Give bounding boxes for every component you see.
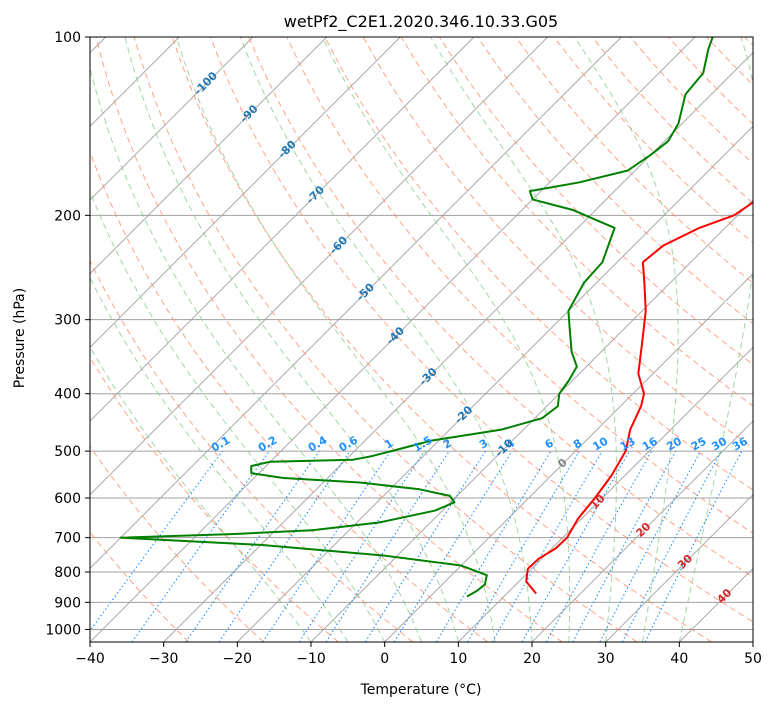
- chart-title: wetPf2_C2E1.2020.346.10.33.G05: [284, 12, 558, 32]
- mixing-ratio-line: [522, 451, 629, 642]
- y-tick-label: 600: [54, 491, 81, 507]
- y-tick-label: 900: [54, 595, 81, 611]
- isotherm-label: -90: [237, 102, 260, 125]
- moist-adiabat: [322, 37, 569, 642]
- y-tick-label: 300: [54, 313, 81, 329]
- moist-adiabat: [0, 37, 311, 642]
- isotherm-label: -100: [191, 69, 220, 98]
- dry-adiabat: [0, 37, 189, 642]
- mixing-ratio-line: [436, 451, 550, 642]
- y-axis-label: Pressure (hPa): [12, 288, 28, 388]
- x-axis-label: Temperature (°C): [360, 682, 482, 698]
- y-tick-label: 700: [54, 531, 81, 547]
- isotherm-label: -50: [354, 280, 377, 303]
- x-tick-label: 10: [449, 651, 467, 667]
- mixing-ratio-line: [573, 451, 676, 642]
- isotherm-line: [458, 37, 775, 642]
- x-tick-label: 0: [380, 651, 389, 667]
- isotherm-line: [385, 37, 775, 642]
- x-tick-label: 30: [597, 651, 615, 667]
- dry-adiabat: [745, 37, 775, 642]
- moist-adiabat: [17, 37, 348, 642]
- mixing-ratio-label: 2: [441, 437, 454, 452]
- y-tick-label: 800: [54, 565, 81, 581]
- mixing-ratio-line: [326, 451, 449, 642]
- isotherm-line: [16, 37, 621, 642]
- isotherm-label: 20: [633, 520, 653, 540]
- x-tick-label: 40: [670, 651, 688, 667]
- moist-adiabat: [575, 37, 679, 642]
- isotherm-label: -20: [452, 403, 475, 426]
- dry-adiabat: [592, 37, 775, 642]
- isotherm-label: 0: [555, 456, 570, 471]
- isotherm-line: [0, 37, 253, 642]
- y-tick-label: 400: [54, 387, 81, 403]
- y-tick-label: 200: [54, 208, 81, 224]
- x-tick-label: 50: [744, 651, 762, 667]
- plot-frame: [90, 37, 753, 642]
- moist-adiabat: [679, 37, 760, 642]
- isotherm-line: [679, 37, 775, 642]
- isotherm-label: -40: [384, 324, 407, 347]
- isotherm-label: 40: [714, 586, 734, 606]
- mixing-ratio-line: [365, 451, 485, 642]
- isotherm-line: [753, 37, 775, 642]
- dry-adiabat: [554, 37, 775, 642]
- mixing-ratio-line: [468, 451, 580, 642]
- isotherm-line: [0, 37, 548, 642]
- isotherm-label: -80: [276, 138, 299, 161]
- mixing-ratio-label: 6: [543, 436, 556, 451]
- y-tick-label: 1000: [45, 622, 81, 638]
- dry-adiabat: [0, 37, 338, 642]
- dry-adiabat: [668, 37, 775, 642]
- x-tick-label: −30: [149, 651, 179, 667]
- dry-adiabat: [0, 37, 264, 642]
- dry-adiabat: [516, 37, 775, 642]
- y-tick-label: 100: [54, 30, 81, 46]
- isotherm-line: [311, 37, 775, 642]
- x-tick-label: −10: [296, 651, 326, 667]
- isotherm-label: -60: [327, 233, 350, 256]
- isotherm-label: 30: [675, 552, 695, 572]
- dry-adiabat: [20, 37, 413, 642]
- isotherm-label: -70: [304, 183, 327, 206]
- isotherm-line: [0, 37, 474, 642]
- x-tick-label: −40: [75, 651, 105, 667]
- mixing-ratio-line: [82, 451, 223, 642]
- y-tick-label: 500: [54, 444, 81, 460]
- mixing-ratio-line: [600, 451, 701, 642]
- dry-adiabat: [707, 37, 775, 642]
- x-tick-label: −20: [223, 651, 253, 667]
- dry-adiabat: [58, 37, 488, 642]
- x-tick-label: 20: [523, 651, 541, 667]
- moist-adiabat: [125, 37, 458, 642]
- isotherm-label: -30: [417, 365, 440, 388]
- isotherm-line: [0, 37, 327, 642]
- isotherm-label: -10: [493, 436, 516, 459]
- isotherm-line: [237, 37, 775, 642]
